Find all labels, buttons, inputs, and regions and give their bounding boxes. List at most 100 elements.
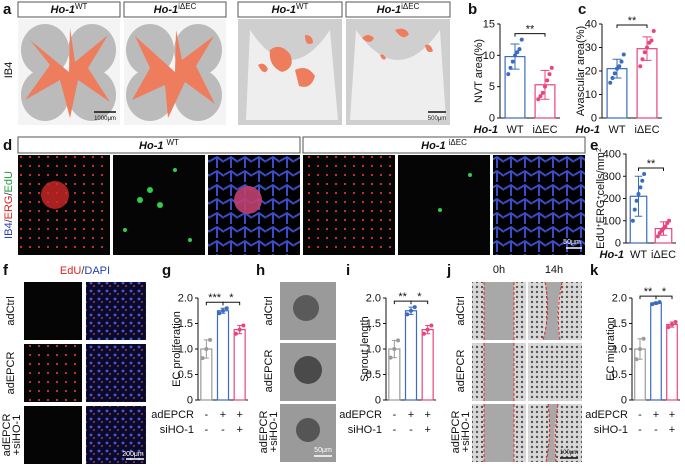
data-point [237, 327, 242, 332]
y-tick-label: 30 [585, 42, 597, 54]
data-point [634, 357, 639, 362]
header-box [302, 136, 586, 154]
column-label: 14h [545, 264, 563, 276]
y-tick-label: 0 [591, 113, 597, 125]
data-point [515, 50, 520, 55]
row-label: adEPCR [263, 350, 275, 393]
image [24, 406, 82, 464]
data-point [666, 325, 671, 330]
row-label: +siHO-1 [268, 412, 280, 453]
condition-value: + [236, 409, 242, 421]
condition-value: - [221, 424, 225, 436]
data-point [547, 72, 552, 77]
data-point [517, 47, 522, 52]
data-point [617, 64, 622, 69]
condition-label: siHO-1 [348, 424, 382, 436]
x-axis-label: Ho-1 [600, 249, 624, 261]
significance-label: * [417, 291, 422, 303]
condition-value: + [669, 409, 675, 421]
wound-images [472, 281, 582, 463]
significance-label: ** [647, 158, 656, 170]
data-point [641, 336, 646, 341]
image [303, 155, 395, 255]
header: Ho-1iΔEC [154, 2, 197, 16]
y-axis-label: EC proliferation [171, 311, 183, 387]
data-point [608, 80, 613, 85]
condition-value: + [653, 409, 659, 421]
x-tick-label: WT [506, 124, 523, 136]
scale-label: 50μm [314, 447, 332, 454]
panel-letter: i [346, 262, 350, 279]
scale-label: 50μm [563, 239, 581, 246]
row-label: adEPCR [450, 411, 462, 454]
x-tick-label: iΔEC [651, 249, 676, 261]
row-label: adEPCR [455, 350, 467, 393]
image [493, 155, 585, 255]
condition-value: + [669, 424, 675, 436]
row-label: adEPCR [1, 414, 13, 457]
significance-bracket [222, 301, 241, 306]
condition-value: - [638, 424, 642, 436]
panel-letter: d [3, 137, 12, 154]
y-tick-label: 1.0 [178, 344, 193, 356]
y-axis-label: EdU+ERG+cells/mm2 [595, 148, 607, 249]
bar [650, 302, 662, 401]
y-tick-label: 2.0 [366, 293, 381, 305]
scale-label: 500μm [428, 116, 446, 122]
condition-value: - [654, 424, 658, 436]
x-tick-label: WT [608, 124, 625, 136]
panel-letter: h [256, 262, 265, 279]
condition-value: + [220, 409, 226, 421]
data-point [650, 302, 655, 307]
significance-bracket [410, 300, 429, 305]
data-point [208, 337, 213, 342]
y-tick-label: 1.5 [366, 318, 381, 330]
y-tick-label: 0.5 [178, 369, 193, 381]
image [24, 344, 82, 402]
bar [233, 329, 246, 401]
condition-value: - [392, 409, 396, 421]
condition-value: - [204, 409, 208, 421]
y-tick-label: 1.5 [178, 318, 193, 330]
data-point [642, 172, 647, 177]
header-box [237, 1, 343, 18]
y-tick-label: 15 [483, 19, 495, 31]
y-tick-label: 1.0 [366, 344, 381, 356]
data-point [640, 57, 645, 62]
bar [216, 310, 230, 401]
image [86, 406, 146, 464]
condition-label: adEPCR [339, 409, 382, 421]
data-point [621, 52, 626, 57]
panel-letter: f [3, 262, 9, 279]
y-tick-label: 2.0 [178, 293, 193, 305]
condition-value: + [424, 424, 430, 436]
header-box [123, 1, 227, 18]
data-point [638, 64, 643, 69]
row-label: adCtrl [455, 296, 467, 325]
column-label: 0h [493, 264, 505, 276]
data-point [638, 347, 642, 351]
header: Ho-1iΔEC [377, 2, 420, 16]
row-label: adCtrl [263, 296, 275, 325]
data-point [540, 90, 545, 95]
data-point [549, 65, 554, 70]
y-tick-label: 200 [603, 193, 621, 205]
panel-d: d IB4/ERG/EdU Ho-1 WT Ho-1 iΔEC 50μm [3, 136, 586, 255]
data-point [663, 224, 668, 229]
data-point [508, 65, 513, 70]
data-point [233, 331, 238, 336]
data-point [632, 207, 637, 212]
header-box [17, 136, 301, 154]
y-tick-label: 0.5 [366, 369, 381, 381]
y-tick-label: 40 [585, 19, 597, 31]
data-point [409, 308, 413, 313]
scale-label: 100μm [560, 450, 578, 456]
significance-bracket [514, 33, 546, 37]
stain-label: IB4/ERG/EdU [3, 171, 15, 239]
row-label: +siHO-1 [11, 415, 23, 456]
y-axis-label: Sprout length [359, 316, 371, 381]
panel-h: h adCtrl adEPCR adEPCR +siHO-1 50μm [256, 262, 336, 462]
data-point [405, 312, 410, 317]
